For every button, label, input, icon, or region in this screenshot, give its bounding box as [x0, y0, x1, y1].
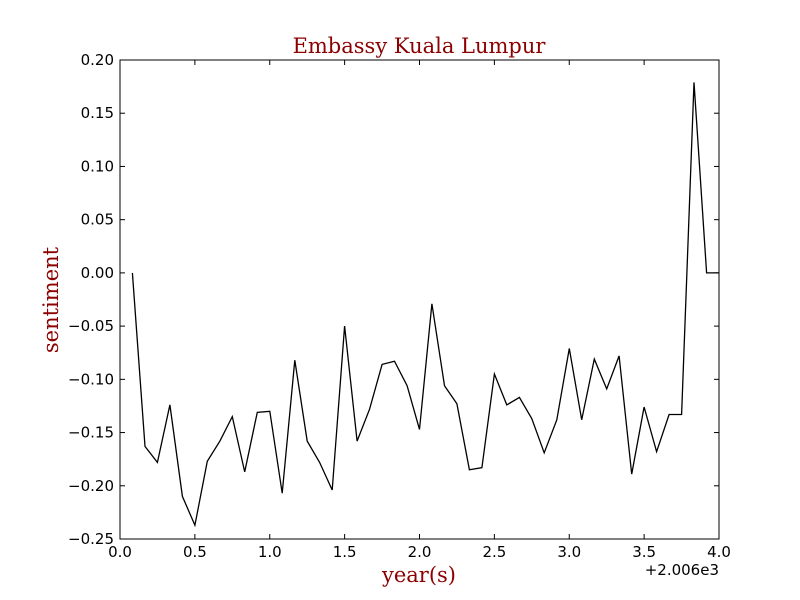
x-tick-label: 2.0 [408, 543, 432, 561]
y-tick-label: −0.05 [68, 317, 114, 335]
x-tick-label: 2.5 [482, 543, 506, 561]
x-tick-label: 4.0 [707, 543, 731, 561]
chart-title: Embassy Kuala Lumpur [293, 34, 547, 58]
y-tick-label: −0.15 [68, 424, 114, 442]
x-tick-label: 1.0 [258, 543, 282, 561]
x-tick-label: 3.5 [632, 543, 656, 561]
y-axis-title: sentiment [39, 246, 63, 353]
y-tick-label: 0.00 [81, 264, 114, 282]
plot-frame [119, 59, 720, 540]
x-offset-label: +2.006e3 [645, 561, 719, 579]
lines-layer [131, 82, 719, 528]
y-tick-label: −0.25 [68, 530, 114, 548]
y-tick-label: 0.15 [81, 104, 114, 122]
y-tick-label: 0.05 [81, 211, 114, 229]
y-tick-label: −0.10 [68, 370, 114, 388]
ticks-layer: 0.0 0.5 1.0 1.5 2.0 2.5 3.0 3.5 4.0 −0.25 −0.20 −0.… [68, 51, 731, 561]
x-axis-title: year(s) [381, 563, 456, 587]
x-tick-label: 3.0 [557, 543, 581, 561]
x-tick-label: 1.5 [333, 543, 357, 561]
y-tick-label: 0.10 [81, 157, 114, 175]
x-tick-label: 0.0 [108, 543, 132, 561]
plot-background [120, 60, 719, 539]
series-line [131, 82, 719, 528]
y-tick-label: 0.20 [81, 51, 114, 69]
y-tick-label: −0.20 [68, 477, 114, 495]
x-tick-label: 0.5 [183, 543, 207, 561]
